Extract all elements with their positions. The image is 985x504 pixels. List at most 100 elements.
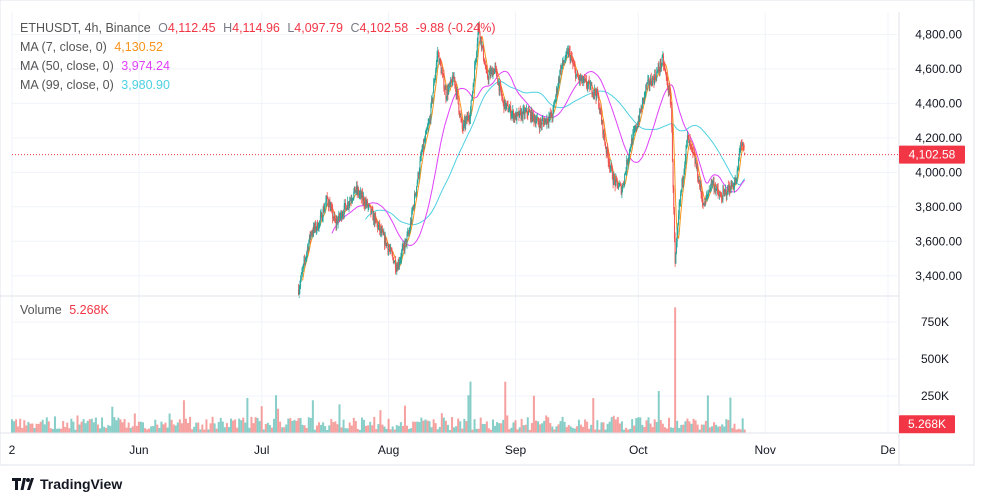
- volume-bar: [651, 427, 654, 433]
- candle-body: [685, 145, 687, 159]
- volume-bar: [547, 417, 550, 433]
- volume-bar: [176, 422, 179, 433]
- candle-body: [654, 74, 656, 78]
- candle-body: [618, 184, 620, 188]
- candle-body: [678, 215, 680, 224]
- candle-body: [641, 100, 643, 109]
- volume-bar: [723, 426, 726, 433]
- candle-body: [338, 213, 340, 218]
- candle-body: [302, 268, 304, 272]
- candle-body: [471, 99, 473, 101]
- candle-body: [305, 256, 307, 260]
- candle-body: [737, 167, 739, 171]
- candle-body: [672, 161, 674, 189]
- candle-body: [696, 166, 698, 169]
- candle-body: [585, 79, 587, 81]
- candle-body: [657, 66, 659, 71]
- candle-body: [388, 248, 390, 252]
- candle-body: [699, 184, 701, 188]
- volume-bar: [358, 429, 361, 433]
- volume-bar: [49, 428, 52, 433]
- volume-bar: [322, 422, 325, 433]
- volume-bar: [500, 423, 503, 433]
- candle-body: [446, 97, 448, 99]
- candle-body: [600, 108, 602, 115]
- candle-body: [615, 178, 617, 186]
- candle-body: [547, 121, 549, 123]
- candle-body: [348, 203, 350, 206]
- volume-bar: [698, 429, 701, 433]
- candle-body: [578, 77, 580, 81]
- volume-bar: [541, 423, 544, 433]
- candle-body: [339, 215, 341, 218]
- candle-body: [495, 68, 497, 72]
- volume-bar: [133, 413, 136, 433]
- candle-body: [414, 194, 416, 207]
- candle-body: [416, 186, 418, 194]
- volume-bar: [301, 424, 304, 433]
- axes: 3,400.00 3,600.00 3,800.00 4,000.00 4,200.00…: [0, 0, 975, 466]
- candle-body: [366, 201, 368, 207]
- candle-body: [525, 110, 527, 112]
- candle-body: [528, 110, 530, 112]
- candle-body: [734, 179, 736, 183]
- candle-body: [575, 69, 577, 79]
- candle-body: [577, 73, 579, 78]
- candle-body: [454, 77, 456, 85]
- volume-bar: [311, 400, 314, 433]
- candle-body: [356, 186, 358, 191]
- volume-bar: [346, 428, 349, 433]
- volume-bar: [66, 422, 69, 433]
- candle-body: [669, 88, 671, 93]
- volume-bar: [563, 421, 566, 433]
- candle-body: [519, 110, 521, 118]
- volume-bar: [68, 428, 71, 433]
- tradingview-brand[interactable]: TradingView: [12, 476, 122, 492]
- volume-bar: [334, 421, 337, 433]
- volume-bar: [373, 416, 376, 433]
- volume-bar: [377, 424, 380, 433]
- candle-body: [512, 110, 514, 120]
- candle-body: [448, 83, 450, 88]
- candle-body: [739, 147, 741, 154]
- volume-bar: [78, 424, 81, 433]
- volume-bar: [125, 427, 128, 433]
- candle-body: [503, 101, 505, 110]
- candle-body: [574, 66, 576, 70]
- volume-bar: [293, 419, 296, 433]
- volume-bar: [152, 426, 155, 433]
- candle-body: [652, 77, 654, 79]
- candle-body: [538, 121, 540, 125]
- candle-body: [592, 92, 594, 95]
- volume-bar: [270, 427, 273, 433]
- candle-body: [589, 81, 591, 90]
- candle-body: [613, 177, 615, 181]
- candle-body: [506, 103, 508, 105]
- candle-body: [701, 197, 703, 204]
- candle-body: [448, 87, 450, 94]
- candle-body: [415, 193, 417, 196]
- candle-body: [480, 37, 482, 48]
- volume-bar: [508, 429, 511, 433]
- candle-body: [626, 159, 628, 172]
- volume-bar: [166, 427, 169, 433]
- candle-body: [694, 155, 696, 164]
- candle-body: [598, 108, 600, 111]
- candle-body: [424, 134, 426, 141]
- high-value: 4,114.96: [232, 21, 280, 35]
- candle-body: [684, 158, 686, 165]
- candle-body: [351, 199, 353, 201]
- volume-bar: [246, 397, 249, 433]
- candle-body: [707, 194, 709, 196]
- volume-bar: [37, 423, 40, 433]
- candle-body: [506, 103, 508, 105]
- candle-body: [298, 289, 300, 295]
- volume-bar: [473, 419, 476, 433]
- volume-bar: [420, 417, 423, 433]
- volume-bar: [590, 424, 593, 433]
- candle-body: [431, 98, 433, 101]
- candle-body: [395, 269, 397, 271]
- volume-bar: [412, 421, 415, 433]
- candle-body: [624, 174, 626, 183]
